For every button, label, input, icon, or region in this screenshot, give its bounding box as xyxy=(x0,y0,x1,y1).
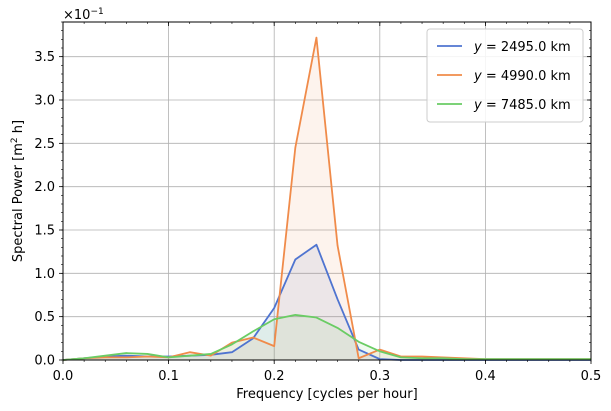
legend-label: y = 4990.0 km xyxy=(473,69,571,84)
y-axis-multiplier: ×10−1 xyxy=(63,7,104,23)
series-fills xyxy=(63,37,591,360)
y-tick-label: 0.0 xyxy=(34,354,55,369)
legend-value: = 4990.0 km xyxy=(482,69,571,84)
y-multiplier-base: ×10 xyxy=(63,8,90,23)
y-tick-label: 3.5 xyxy=(34,50,55,65)
plot-frame xyxy=(62,21,592,361)
series-3-line xyxy=(62,314,591,361)
y-axis-label-main: Spectral Power [m xyxy=(11,143,26,262)
series-3-area xyxy=(63,314,591,360)
series-1-area xyxy=(63,244,591,360)
y-axis-label: Spectral Power [m2 h] xyxy=(10,120,26,262)
legend: y = 2495.0 kmy = 4990.0 kmy = 7485.0 km xyxy=(426,28,584,123)
series-2-area xyxy=(63,37,591,360)
x-tick-label: 0.5 xyxy=(581,369,602,384)
legend-value: = 2495.0 km xyxy=(482,40,571,55)
x-tick-labels: 0.0 0.1 0.2 0.3 0.4 0.5 xyxy=(53,369,602,384)
y-tick-label: 0.5 xyxy=(34,310,55,325)
legend-label: y = 2495.0 km xyxy=(473,40,571,55)
legend-variable: y xyxy=(473,69,482,84)
x-tick-label: 0.4 xyxy=(475,369,496,384)
y-tick-label: 1.0 xyxy=(34,267,55,282)
x-tick-label: 0.2 xyxy=(264,369,285,384)
y-axis-label-tail: h] xyxy=(11,120,26,137)
legend-variable: y xyxy=(473,98,482,113)
legend-variable: y xyxy=(473,40,482,55)
y-tick-labels: 0.0 0.5 1.0 1.5 2.0 2.5 3.0 3.5 xyxy=(34,50,55,368)
y-axis-label-superscript: 2 xyxy=(10,137,20,143)
x-tick-label: 0.3 xyxy=(369,369,390,384)
x-axis-label: Frequency [cycles per hour] xyxy=(236,387,417,402)
legend-value: = 7485.0 km xyxy=(482,98,571,113)
legend-box xyxy=(426,28,584,123)
y-tick-label: 3.0 xyxy=(34,94,55,109)
axis-ticks xyxy=(59,21,592,364)
x-tick-label: 0.1 xyxy=(158,369,179,384)
y-tick-label: 2.5 xyxy=(34,137,55,152)
x-tick-label: 0.0 xyxy=(53,369,74,384)
y-tick-label: 1.5 xyxy=(34,224,55,239)
y-multiplier-exponent: −1 xyxy=(90,7,103,17)
y-tick-label: 2.0 xyxy=(34,180,55,195)
legend-label: y = 7485.0 km xyxy=(473,98,571,113)
